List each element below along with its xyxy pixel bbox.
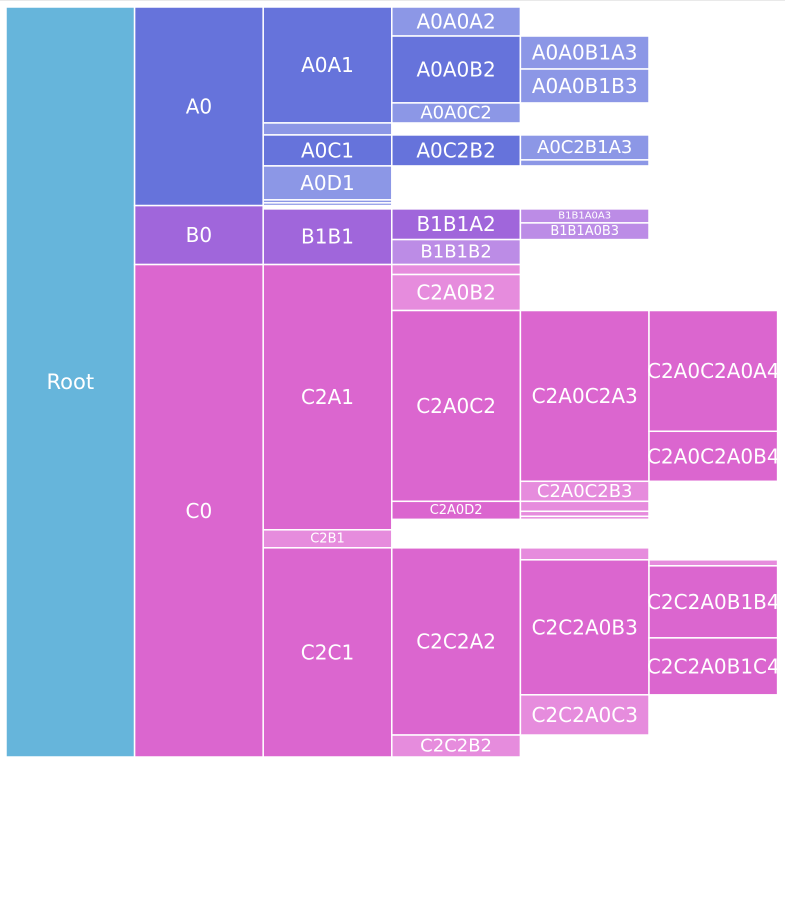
icicle-node-c2c2a0b1c4[interactable]: C2C2A0B1C4	[647, 637, 780, 696]
icicle-cell[interactable]	[391, 35, 522, 104]
icicle-cell[interactable]	[519, 480, 650, 503]
icicle-cell[interactable]	[262, 6, 393, 124]
icicle-cell[interactable]	[133, 204, 264, 266]
icicle-node-a0a0b1a3[interactable]: A0A0B1A3	[519, 35, 650, 70]
icicle-node-c2x4b[interactable]	[519, 510, 650, 518]
icicle-cell[interactable]	[519, 510, 650, 518]
icicle-node-c2a0b2[interactable]: C2A0B2	[391, 273, 522, 312]
icicle-cell[interactable]	[391, 102, 522, 124]
icicle-node-b1b1a0a3[interactable]: B1B1A0A3	[519, 208, 650, 224]
icicle-cell[interactable]	[519, 694, 650, 736]
icicle-node-c2x4d[interactable]	[519, 547, 650, 561]
icicle-node-a0c2b1a3[interactable]: A0C2B1A3	[519, 134, 650, 161]
icicle-cell[interactable]	[519, 515, 650, 521]
icicle-cell[interactable]	[391, 208, 522, 241]
icicle-node-c2x5[interactable]	[648, 559, 779, 567]
icicle-cell[interactable]	[391, 500, 522, 521]
icicle-node-c2c2a0b3[interactable]: C2C2A0B3	[519, 559, 650, 696]
icicle-node-a0a0c2[interactable]: A0A0C2	[391, 102, 522, 124]
icicle-node-c2b1[interactable]: C2B1	[262, 529, 393, 549]
icicle-cell[interactable]	[391, 273, 522, 312]
icicle-node-c0[interactable]: C0	[133, 263, 264, 758]
icicle-cell[interactable]	[519, 559, 650, 696]
icicle-cell[interactable]	[262, 202, 393, 207]
icicle-cell[interactable]	[391, 547, 522, 736]
icicle-cell[interactable]	[262, 165, 393, 201]
icicle-cell[interactable]	[648, 559, 779, 567]
icicle-node-a0a0b2[interactable]: A0A0B2	[391, 35, 522, 104]
icicle-cell[interactable]	[262, 529, 393, 549]
icicle-cell[interactable]	[133, 6, 264, 207]
icicle-node-a0d1[interactable]: A0D1	[262, 165, 393, 201]
icicle-node-c2c2b2[interactable]: C2C2B2	[391, 734, 522, 758]
icicle-cell[interactable]	[519, 547, 650, 561]
icicle-node-c2a0d2[interactable]: C2A0D2	[391, 500, 522, 521]
icicle-cell[interactable]	[391, 6, 522, 37]
icicle-cell[interactable]	[519, 222, 650, 241]
icicle-cell[interactable]	[391, 263, 522, 276]
icicle-node-a0c2b2[interactable]: A0C2B2	[391, 134, 522, 167]
icicle-node-root[interactable]: Root	[5, 6, 136, 758]
icicle-cell[interactable]	[262, 134, 393, 167]
icicle-cell[interactable]	[519, 500, 650, 513]
icicle-node-c2c1[interactable]: C2C1	[262, 547, 393, 758]
icicle-node-a0c1[interactable]: A0C1	[262, 134, 393, 167]
icicle-node-c2a0c2a0a4[interactable]: C2A0C2A0A4	[647, 309, 780, 433]
icicle-node-a0x4[interactable]	[519, 159, 650, 167]
icicle-node-c2a0c2a3[interactable]: C2A0C2A3	[519, 309, 650, 483]
icicle-node-c2c2a0b1b4[interactable]: C2C2A0B1B4	[647, 565, 780, 639]
icicle-node-c2a1[interactable]: C2A1	[262, 263, 393, 531]
icicle-cell[interactable]	[262, 122, 393, 136]
icicle-node-b1b1a2[interactable]: B1B1A2	[391, 208, 522, 241]
icicle-node-c2a0c2[interactable]: C2A0C2	[391, 309, 522, 503]
icicle-cell[interactable]	[391, 309, 522, 503]
icicle-cell[interactable]	[133, 263, 264, 758]
icicle-cell[interactable]	[519, 208, 650, 224]
icicle-cell[interactable]	[648, 309, 779, 433]
icicle-cell[interactable]	[648, 637, 779, 696]
icicle-cell[interactable]	[5, 6, 136, 758]
icicle-node-a0[interactable]: A0	[133, 6, 264, 207]
icicle-node-a0x3[interactable]	[262, 202, 393, 207]
icicle-node-b0[interactable]: B0	[133, 204, 264, 266]
icicle-node-c2c2a0c3[interactable]: C2C2A0C3	[519, 694, 650, 736]
icicle-cell[interactable]	[262, 208, 393, 266]
icicle-cell[interactable]	[391, 734, 522, 758]
icicle-node-a0x1[interactable]	[262, 122, 393, 136]
icicle-node-c2x4c[interactable]	[519, 515, 650, 521]
icicle-cell[interactable]	[262, 263, 393, 531]
icicle-node-a0a0b1b3[interactable]: A0A0B1B3	[519, 68, 650, 104]
icicle-node-a0a1[interactable]: A0A1	[262, 6, 393, 124]
icicle-node-b1b1[interactable]: B1B1	[262, 208, 393, 266]
icicle-cell[interactable]	[519, 68, 650, 104]
icicle-node-b1b1b2[interactable]: B1B1B2	[391, 238, 522, 266]
icicle-cell[interactable]	[519, 159, 650, 167]
icicle-cell[interactable]	[648, 565, 779, 639]
icicle-cell[interactable]	[648, 430, 779, 483]
icicle-node-b1b1a0b3[interactable]: B1B1A0B3	[519, 222, 650, 241]
icicle-cell[interactable]	[391, 238, 522, 266]
icicle-node-c2c2a2[interactable]: C2C2A2	[391, 547, 522, 736]
icicle-node-a0a0a2[interactable]: A0A0A2	[391, 6, 522, 37]
icicle-node-c2x2[interactable]	[391, 263, 522, 276]
icicle-cell[interactable]	[519, 35, 650, 70]
icicle-cell[interactable]	[391, 134, 522, 167]
icicle-node-c2a0c2a0b4[interactable]: C2A0C2A0B4	[647, 430, 780, 483]
icicle-cell[interactable]	[519, 309, 650, 483]
icicle-node-c2x4a[interactable]	[519, 500, 650, 513]
top-border-line	[0, 0, 785, 1]
icicle-cell[interactable]	[519, 134, 650, 161]
icicle-node-c2a0c2b3[interactable]: C2A0C2B3	[519, 480, 650, 503]
icicle-cell[interactable]	[262, 547, 393, 758]
